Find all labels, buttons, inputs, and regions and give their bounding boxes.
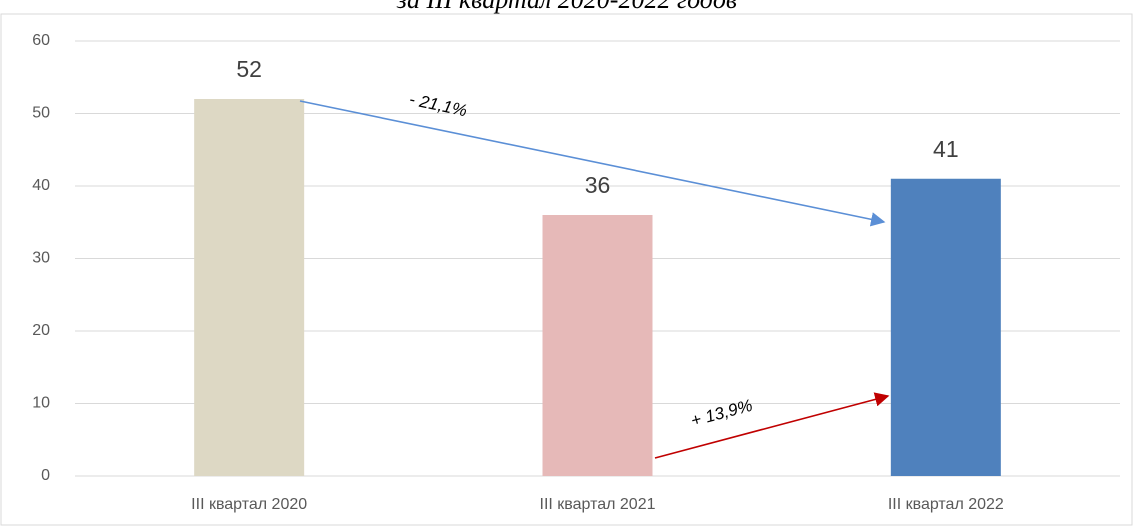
y-tick-label: 10 — [32, 395, 50, 412]
chart-title: за III квартал 2020-2022 годов — [396, 0, 737, 14]
y-tick-label: 30 — [32, 250, 50, 267]
annotation-label: - 21,1% — [408, 90, 469, 121]
bar — [194, 99, 305, 476]
annotation-arrow — [299, 100, 886, 227]
x-tick-label: III квартал 2020 — [191, 496, 307, 513]
chart-border — [0, 13, 1133, 526]
annotation-arrow — [654, 392, 890, 459]
y-tick-label: 20 — [32, 322, 50, 339]
x-tick-label: III квартал 2021 — [540, 496, 656, 513]
annotation-label: + 13,9% — [689, 396, 755, 431]
bar — [542, 215, 653, 476]
x-tick-label: III квартал 2022 — [888, 496, 1004, 513]
value-label: 52 — [236, 56, 262, 82]
y-tick-label: 50 — [32, 105, 50, 122]
y-tick-label: 0 — [41, 467, 50, 484]
value-label: 36 — [585, 172, 611, 198]
value-label: 41 — [933, 136, 959, 162]
bar — [890, 178, 1001, 476]
y-tick-label: 60 — [32, 32, 50, 49]
y-tick-label: 40 — [32, 177, 50, 194]
